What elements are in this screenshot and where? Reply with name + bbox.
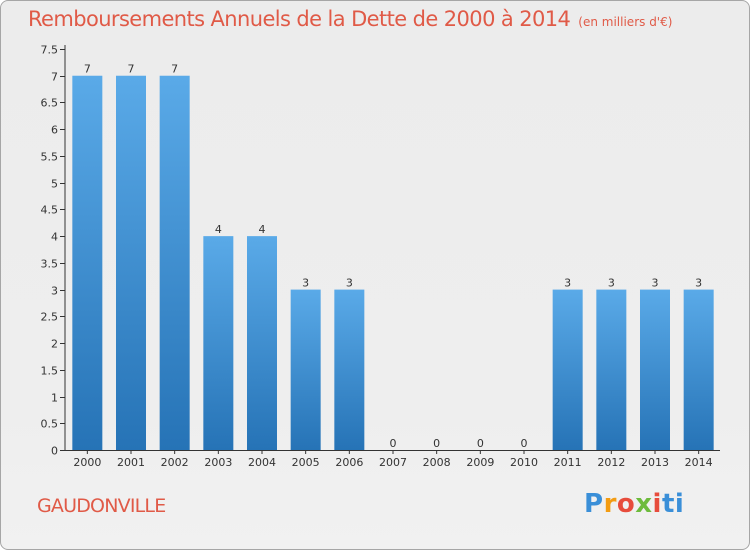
logo-letter-2: r bbox=[603, 489, 617, 519]
x-tick-label: 2001 bbox=[117, 456, 145, 469]
bar bbox=[159, 75, 190, 450]
y-tick-label: 0.5 bbox=[41, 418, 59, 431]
x-tick-label: 2005 bbox=[292, 456, 320, 469]
data-label: 3 bbox=[346, 277, 353, 290]
x-tick-label: 2011 bbox=[554, 456, 582, 469]
bar bbox=[552, 289, 583, 450]
y-tick-label: 4 bbox=[51, 231, 58, 244]
logo-letter-6: ti bbox=[661, 489, 685, 519]
proxiti-logo: Proxiti bbox=[584, 489, 684, 519]
x-tick-label: 2007 bbox=[379, 456, 407, 469]
y-tick-label: 6.5 bbox=[41, 97, 59, 110]
data-label: 4 bbox=[215, 223, 222, 236]
y-tick-label: 0 bbox=[51, 445, 58, 458]
chart-title-text: Remboursements Annuels de la Dette de 20… bbox=[28, 7, 571, 31]
y-tick-label: 2.5 bbox=[41, 311, 59, 324]
bar bbox=[290, 289, 321, 450]
x-tick-label: 2014 bbox=[685, 456, 713, 469]
x-tick-label: 2010 bbox=[510, 456, 538, 469]
x-tick-label: 2008 bbox=[423, 456, 451, 469]
data-label: 7 bbox=[84, 63, 91, 76]
x-tick-label: 2003 bbox=[204, 456, 232, 469]
data-label: 7 bbox=[128, 63, 135, 76]
logo-letter-1: P bbox=[584, 489, 604, 519]
y-tick-label: 2 bbox=[51, 338, 58, 351]
chart-subtitle: (en milliers d'€) bbox=[578, 15, 673, 29]
data-label: 4 bbox=[259, 223, 266, 236]
commune-name: GAUDONVILLE bbox=[37, 495, 166, 517]
data-label: 3 bbox=[652, 277, 659, 290]
y-tick-label: 7.5 bbox=[41, 44, 59, 57]
bar bbox=[247, 236, 277, 450]
bar bbox=[334, 289, 365, 450]
chart-title: Remboursements Annuels de la Dette de 20… bbox=[28, 7, 672, 31]
bar bbox=[116, 75, 146, 450]
y-tick-label: 3.5 bbox=[41, 258, 59, 271]
data-label: 0 bbox=[390, 437, 397, 450]
x-tick-label: 2000 bbox=[73, 456, 101, 469]
bar bbox=[683, 289, 714, 450]
y-tick-label: 4.5 bbox=[41, 204, 59, 217]
bar bbox=[72, 75, 103, 450]
logo-letter-3: o bbox=[616, 489, 636, 519]
y-tick-label: 1.5 bbox=[41, 365, 59, 378]
logo-letter-5: i bbox=[652, 489, 662, 519]
y-tick-label: 5 bbox=[51, 178, 58, 191]
x-tick-label: 2004 bbox=[248, 456, 276, 469]
x-tick-label: 2009 bbox=[466, 456, 494, 469]
y-tick-label: 6 bbox=[51, 124, 58, 137]
y-tick-label: 7 bbox=[51, 71, 58, 84]
x-tick-label: 2013 bbox=[641, 456, 669, 469]
data-label: 3 bbox=[608, 277, 615, 290]
data-label: 7 bbox=[171, 63, 178, 76]
data-label: 0 bbox=[521, 437, 528, 450]
y-tick-label: 5.5 bbox=[41, 151, 59, 164]
data-label: 3 bbox=[564, 277, 571, 290]
y-tick-label: 3 bbox=[51, 285, 58, 298]
x-tick-label: 2006 bbox=[335, 456, 363, 469]
bar bbox=[640, 289, 670, 450]
x-tick-label: 2012 bbox=[597, 456, 625, 469]
data-label: 3 bbox=[302, 277, 309, 290]
bar bbox=[596, 289, 627, 450]
bar bbox=[203, 236, 234, 450]
logo-letter-4: x bbox=[635, 489, 653, 519]
x-tick-label: 2002 bbox=[161, 456, 189, 469]
y-tick-label: 1 bbox=[51, 392, 58, 405]
data-label: 3 bbox=[695, 277, 702, 290]
data-label: 0 bbox=[433, 437, 440, 450]
data-label: 0 bbox=[477, 437, 484, 450]
